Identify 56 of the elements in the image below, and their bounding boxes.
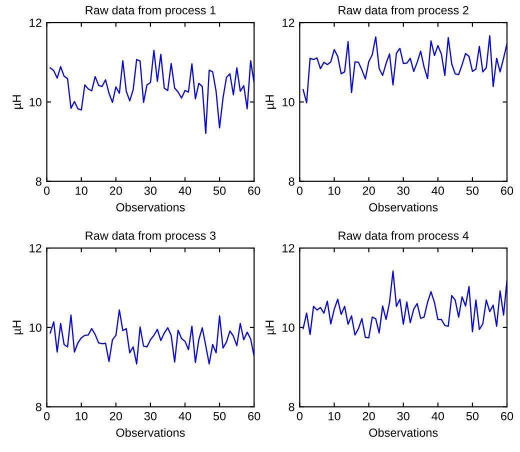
x-axis-title: Observations	[369, 428, 438, 437]
x-tick-label: 20	[362, 186, 375, 195]
x-tick-label: 10	[328, 186, 340, 195]
y-tick-label: 10	[30, 98, 42, 106]
x-tick-label: 30	[144, 412, 157, 420]
y-axis-title: µH	[266, 320, 276, 334]
x-tick-label: 20	[110, 412, 122, 420]
chart-title: Raw data from process 3	[86, 231, 216, 242]
x-tick-label: 50	[213, 412, 226, 420]
y-tick-label: 12	[30, 244, 42, 252]
x-axis-title: Observations	[369, 202, 438, 212]
x-tick-label: 0	[44, 186, 50, 195]
y-tick-label: 10	[282, 98, 294, 106]
x-tick-label: 50	[213, 186, 226, 195]
x-tick-label: 60	[501, 412, 514, 420]
y-axis-title: µH	[12, 95, 24, 109]
x-tick-label: 60	[248, 412, 260, 420]
x-tick-label: 50	[466, 186, 479, 195]
line-series	[50, 50, 254, 134]
x-tick-label: 40	[178, 186, 192, 195]
line-series	[50, 309, 254, 365]
y-tick-label: 12	[282, 18, 294, 27]
y-tick-label: 8	[36, 177, 42, 186]
x-tick-label: 40	[432, 186, 444, 195]
x-tick-label: 10	[76, 186, 88, 195]
x-tick-label: 40	[178, 412, 192, 420]
x-tick-label: 10	[76, 412, 88, 420]
x-tick-label: 20	[110, 186, 122, 195]
chart-title: Raw data from process 1	[86, 6, 216, 17]
line-series	[302, 270, 507, 338]
chart-title: Raw data from process 4	[338, 231, 469, 242]
y-axis-title: µH	[266, 95, 276, 109]
x-tick-label: 60	[501, 186, 514, 195]
y-tick-label: 12	[282, 244, 294, 252]
x-tick-label: 20	[362, 412, 375, 420]
y-tick-label: 8	[288, 402, 294, 412]
x-tick-label: 60	[248, 186, 260, 195]
line-series	[302, 35, 507, 104]
x-tick-label: 30	[144, 186, 157, 195]
y-tick-label: 8	[36, 402, 42, 412]
y-tick-label: 10	[30, 323, 42, 332]
chart-title: Raw data from process 2	[338, 6, 468, 17]
x-tick-label: 0	[44, 412, 50, 420]
y-tick-label: 8	[288, 177, 294, 186]
x-tick-label: 50	[466, 412, 479, 420]
x-tick-label: 30	[397, 186, 410, 195]
x-tick-label: 40	[432, 412, 444, 420]
x-axis-title: Observations	[116, 428, 185, 437]
y-tick-label: 12	[30, 18, 42, 27]
x-tick-label: 30	[397, 412, 410, 420]
y-tick-label: 10	[282, 323, 294, 332]
x-axis-title: Observations	[116, 202, 185, 212]
x-tick-label: 0	[296, 186, 303, 195]
x-tick-label: 10	[328, 412, 340, 420]
x-tick-label: 0	[296, 412, 303, 420]
y-axis-title: µH	[12, 320, 24, 334]
